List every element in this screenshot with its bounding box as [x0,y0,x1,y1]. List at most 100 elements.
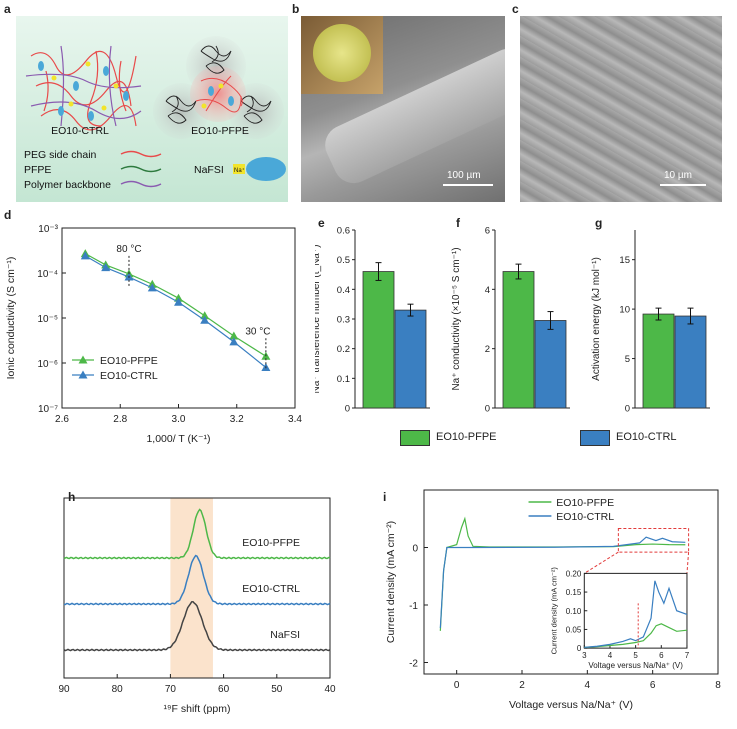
d-xtick-label: 3.0 [172,414,186,425]
bar-ytick-label: 0 [485,404,490,415]
i-xtick-label: 4 [585,680,591,691]
d-ytick-label: 10⁻³ [38,224,58,235]
i-axes-frame [423,489,719,675]
panel-letter-b: b [292,2,300,16]
d-point [174,297,183,306]
i-inset-ylabel: Current density (mA cm⁻²) [549,567,558,655]
bar-EO10-PFPE [362,271,395,409]
schematic-svg: EO10-CTRL EO10-PFPE PEG side chain PFPE … [16,16,288,202]
shared-legend: EO10-PFPE EO10-CTRL [400,428,720,448]
i-inset-frame [583,572,688,649]
bar-ytick-label: 0.1 [337,374,350,385]
d-point [174,293,183,302]
d-point [147,283,157,292]
bar-ylabel: Na⁺ transference number (t_Na⁺) [315,245,322,394]
d-annotation-label: 30 °C [245,326,270,337]
d-ytick-label: 10⁻⁶ [37,359,58,370]
d-legend-marker [78,355,88,364]
bar-ytick-label: 5 [625,354,630,365]
bar-ytick-label: 0.3 [337,315,350,326]
i-inset-ytick-label: 0 [577,644,582,653]
h-series-label: NaFSI [270,629,300,641]
d-point [229,337,239,346]
h-axes-frame [63,497,331,679]
bar-ylabel: Na⁺ conductivity (×10⁻⁵ S cm⁻¹) [451,247,462,390]
membrane-photo-inset [301,16,383,94]
i-pfpe-curve [439,516,686,631]
panel-letter-f: f [456,216,460,230]
d-series-line-0 [85,253,267,357]
i-inset-pfpe-curve [584,623,688,648]
panel-letter-h: h [68,490,76,504]
pfpe-salt-dots [201,83,234,109]
scale-bar-b [443,184,493,186]
i-inset-ytick-label: 0.10 [566,607,582,616]
bar-ytick-label: 0.5 [337,255,350,266]
bar-EO10-PFPE [502,271,535,409]
i-zoom-connector-right [686,552,690,574]
d-legend-label: EO10-CTRL [100,370,158,382]
h-xtick-label: 50 [271,684,283,695]
chart-i: 0 2 4 6 8 -2 -1 0 Voltage versus Na/Na⁺ (V) Curre… [385,489,721,711]
i-ylabel: Current density (mA cm⁻²) [385,521,397,643]
shared-legend-pfpe-swatch [400,430,430,446]
h-series-label: EO10-PFPE [242,537,300,549]
bar-ytick-label: 0 [345,404,350,415]
h-spectrum-2 [63,601,331,652]
d-xlabel: 1,000/ T (K⁻¹) [146,433,210,445]
fsi-anion-swatch [246,157,286,181]
shared-legend-pfpe-label: EO10-PFPE [436,431,497,443]
sem-image-c: 10 µm [520,16,722,202]
bar-EO10-PFPE [642,313,675,409]
legend-peg-text: PEG side chain [24,149,97,161]
panel-letter-c: c [512,2,519,16]
d-point [229,331,239,340]
d-ytick-label: 10⁻⁷ [38,404,58,415]
panel-letter-e: e [318,216,325,230]
membrane-disc [313,24,371,82]
legend-pfpe-swatch [120,165,162,173]
panel-letter-a: a [4,2,11,16]
i-inset-ctrl-curve [584,580,688,648]
h-xlabel: ¹⁹F shift (ppm) [164,703,231,715]
panel-letter-i: i [383,490,387,504]
i-inset-xtick-label: 6 [659,651,664,660]
i-ytick-label: -1 [409,601,418,612]
bar-ytick-label: 10 [619,305,630,316]
bar-ylabel: Activation energy (kJ mol⁻¹) [591,257,602,381]
d-point [101,263,111,272]
h-xtick-label: 40 [324,684,336,695]
pfpe-schematic-label: EO10-PFPE [191,125,249,137]
h-spectrum-0 [63,508,331,560]
legend-backbone-swatch [120,180,162,188]
ctrl-salt-dots [38,61,129,121]
chart-efg: 0 0.1 0.2 0.3 0.4 0.5 0.6 Na⁺ transference numb… [315,226,710,415]
h-xtick-label: 60 [218,684,230,695]
i-inset-ytick-label: 0.15 [566,588,582,597]
i-xtick-label: 8 [715,680,721,691]
bar-ytick-label: 15 [619,255,630,266]
d-annotation-label: 80 °C [116,244,141,255]
i-ytick-label: -2 [409,659,418,670]
i-inset-xtick-label: 5 [633,651,638,660]
bar-ytick-label: 0.4 [337,285,350,296]
shared-legend-ctrl-label: EO10-CTRL [616,431,677,443]
h-xtick-label: 90 [58,684,70,695]
d-legend-label: EO10-PFPE [100,355,158,367]
d-xtick-label: 3.4 [288,414,302,425]
panel-letter-d: d [4,208,12,222]
chart-d: 2.6 2.8 3.0 3.2 3.4 10⁻⁷ 10⁻⁶ 10⁻⁵ 10⁻⁴ 10⁻³ 1,000… [5,224,302,445]
bar-ytick-label: 0.6 [337,226,350,237]
d-point [200,311,210,320]
na-ion-label: Na⁺ [234,167,245,174]
na-ion-swatch [233,164,245,174]
bar-ytick-label: 6 [485,226,490,237]
d-ytick-label: 10⁻⁴ [37,269,58,280]
legend-peg-swatch [120,150,162,158]
schematic-panel: EO10-CTRL EO10-PFPE PEG side chain PFPE … [16,16,288,202]
d-point [200,315,210,324]
d-xtick-label: 2.8 [113,414,127,425]
bar-EO10-CTRL [534,320,567,409]
panel-letter-g: g [595,216,603,230]
ctrl-schematic-label: EO10-CTRL [51,125,109,137]
